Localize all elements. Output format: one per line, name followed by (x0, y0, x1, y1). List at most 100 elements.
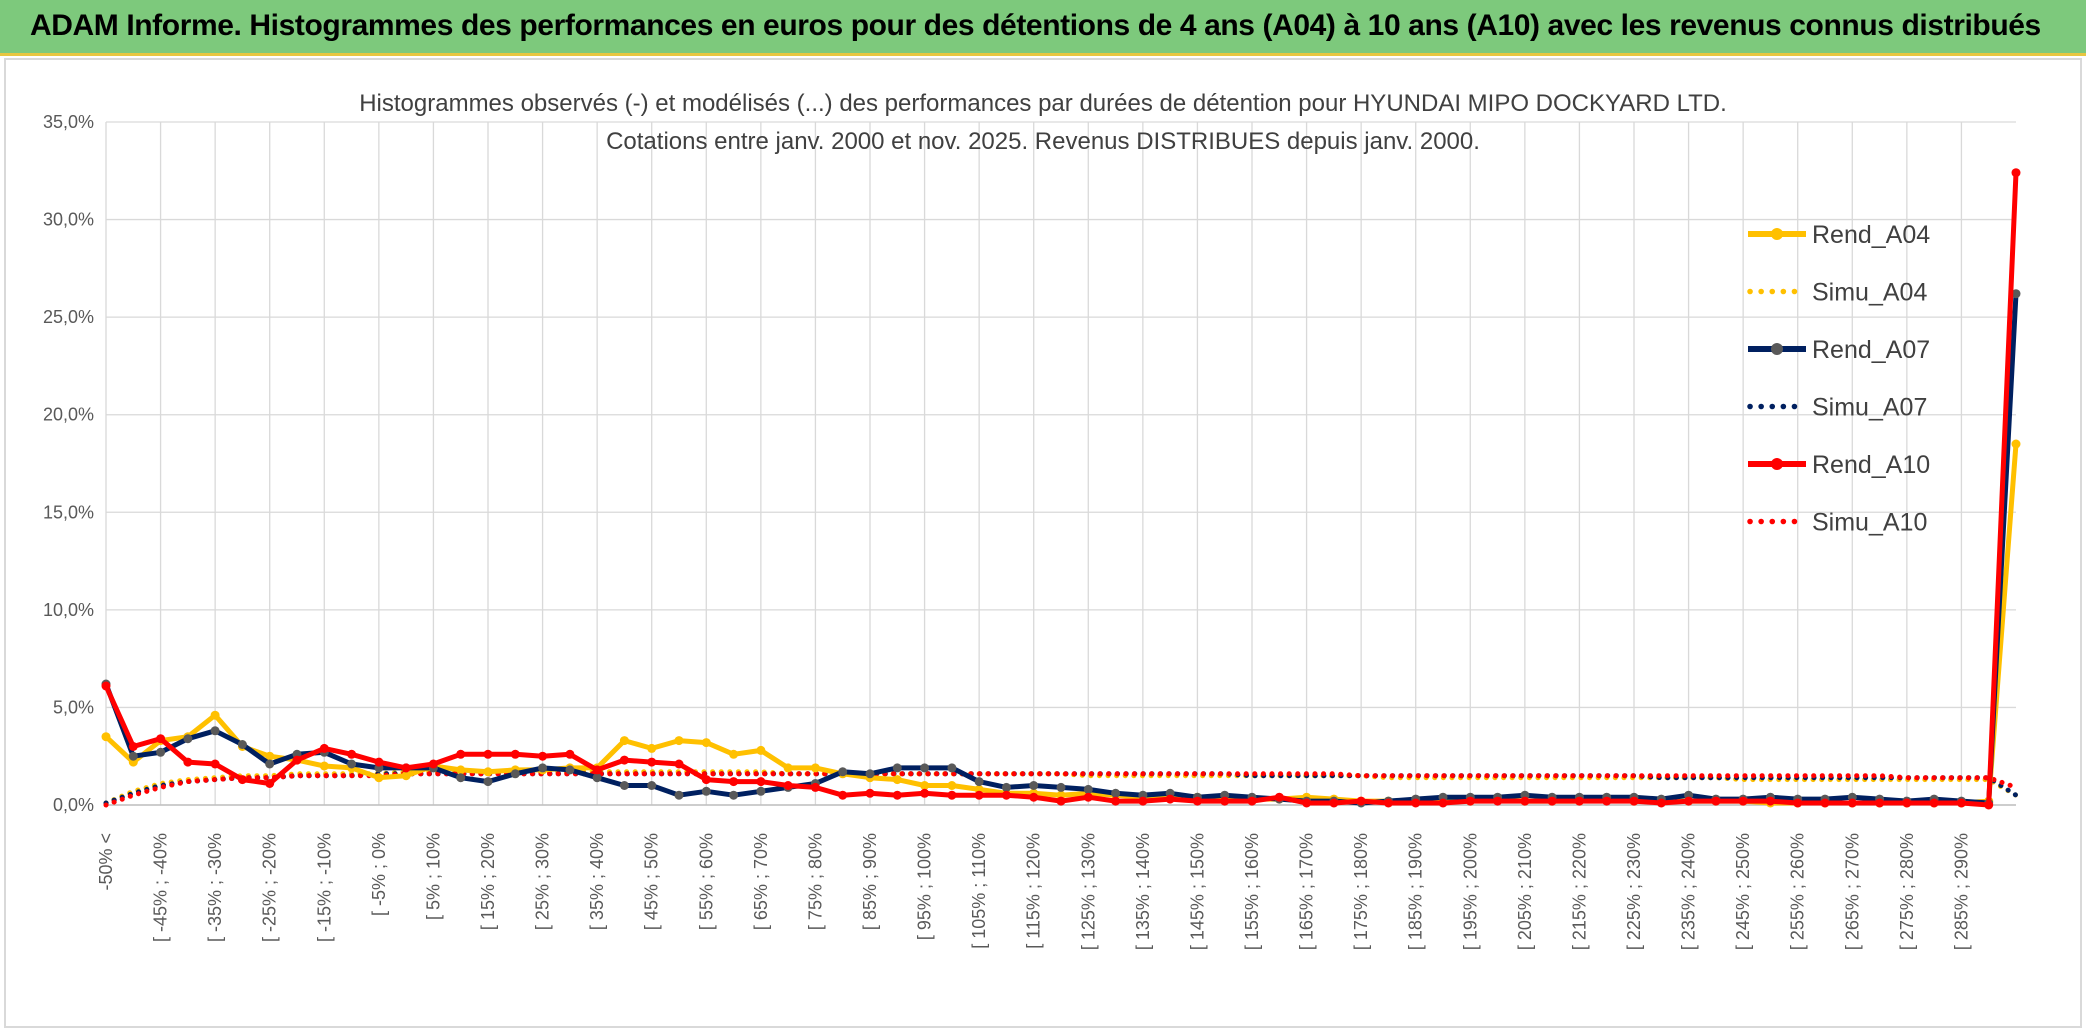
chart-title-line-1: Histogrammes observés (-) et modélisés (… (359, 90, 1727, 117)
x-tick-label: [ 135% ; 140% (1133, 833, 1153, 950)
x-tick-label: [ 5% ; 10% (423, 833, 443, 920)
data-point-rend-a07 (347, 759, 357, 769)
series-layer (101, 168, 2021, 810)
data-point-rend-a10 (1875, 798, 1885, 808)
data-point-rend-a10 (1793, 798, 1803, 808)
data-point-rend-a10 (974, 790, 984, 800)
series-line-rend-a10 (103, 170, 2019, 808)
data-point-rend-a07 (538, 763, 548, 773)
data-point-rend-a10 (674, 759, 684, 769)
data-point-rend-a10 (128, 742, 138, 751)
y-tick-label: 20,0% (43, 405, 94, 425)
series-rend-a07 (101, 289, 2021, 808)
data-point-rend-a10 (1165, 794, 1175, 804)
x-tick-label: [ 55% ; 60% (696, 833, 716, 930)
data-point-rend-a04 (920, 781, 930, 790)
x-axis: -50% < [ -45% ; -40% [ -35% ; -30% [ -25% ;… (96, 804, 2016, 950)
data-point-rend-a04 (729, 749, 739, 759)
x-tick-label: [ 255% ; 260% (1788, 833, 1808, 950)
series-rend-a10 (101, 168, 2021, 810)
y-tick-label: 5,0% (53, 697, 94, 717)
data-point-rend-a10 (1956, 798, 1966, 808)
x-tick-label: [ -25% ; -20% (260, 833, 280, 942)
data-point-rend-a10 (1765, 796, 1775, 806)
data-point-rend-a10 (1574, 796, 1584, 806)
data-point-rend-a10 (920, 788, 930, 798)
data-point-rend-a04 (101, 732, 111, 742)
x-tick-label: [ 215% ; 220% (1569, 833, 1589, 950)
series-line-rend-a07 (103, 291, 2019, 806)
data-point-rend-a10 (210, 759, 220, 769)
data-point-rend-a10 (2011, 168, 2021, 178)
legend-marker (1771, 458, 1783, 470)
data-point-rend-a10 (401, 763, 411, 773)
x-tick-label: [ -35% ; -30% (205, 833, 225, 942)
data-point-rend-a10 (510, 749, 520, 759)
x-tick-label: [ 185% ; 190% (1406, 833, 1426, 950)
data-point-rend-a10 (1602, 796, 1612, 806)
x-tick-label: [ -5% ; 0% (369, 833, 389, 916)
data-point-rend-a04 (401, 771, 411, 781)
data-point-rend-a04 (210, 710, 220, 720)
data-point-rend-a04 (647, 743, 657, 753)
data-point-rend-a07 (510, 769, 520, 779)
data-point-rend-a10 (374, 757, 384, 767)
data-point-rend-a04 (756, 745, 766, 755)
data-point-rend-a10 (1656, 798, 1666, 808)
data-point-rend-a07 (237, 740, 247, 749)
data-point-rend-a07 (265, 759, 275, 769)
data-point-rend-a10 (292, 755, 302, 765)
data-point-rend-a10 (1629, 796, 1639, 806)
x-tick-label: [ 195% ; 200% (1460, 833, 1480, 950)
data-point-rend-a07 (729, 790, 739, 800)
gridlines (105, 121, 2016, 806)
legend-item-rend-a07: Rend_A07 (1748, 336, 1930, 364)
data-point-rend-a10 (1547, 796, 1557, 806)
data-point-rend-a10 (183, 757, 193, 767)
report-title: ADAM Informe. Histogrammes des performan… (30, 9, 2041, 42)
data-point-rend-a04 (265, 751, 275, 761)
data-point-rend-a10 (1929, 798, 1939, 808)
data-point-rend-a10 (1684, 796, 1694, 806)
data-point-rend-a10 (1520, 796, 1530, 806)
x-tick-label: [ 275% ; 280% (1897, 833, 1917, 950)
data-point-rend-a10 (1056, 796, 1066, 806)
x-tick-label: [ 225% ; 230% (1624, 833, 1644, 950)
data-point-rend-a07 (619, 781, 629, 790)
x-tick-label: [ 125% ; 130% (1078, 833, 1098, 950)
x-tick-label: [ 15% ; 20% (478, 833, 498, 930)
x-tick-label: [ 105% ; 110% (969, 833, 989, 949)
data-point-rend-a04 (319, 761, 329, 771)
data-point-rend-a07 (974, 777, 984, 787)
data-point-rend-a07 (1056, 782, 1066, 792)
y-tick-label: 25,0% (43, 307, 94, 327)
data-point-rend-a07 (756, 786, 766, 796)
data-point-rend-a07 (701, 786, 711, 796)
data-point-rend-a07 (1083, 784, 1093, 794)
x-tick-label: [ 115% ; 120% (1024, 833, 1044, 949)
x-tick-label: [ 145% ; 150% (1187, 833, 1207, 950)
x-tick-label: [ 155% ; 160% (1242, 833, 1262, 950)
data-point-rend-a10 (783, 781, 793, 790)
data-point-rend-a10 (865, 788, 875, 798)
x-tick-label: [ 75% ; 80% (805, 833, 825, 930)
data-point-rend-a10 (565, 749, 575, 759)
data-point-rend-a10 (347, 749, 357, 759)
data-point-rend-a10 (592, 765, 602, 775)
data-point-rend-a10 (156, 734, 166, 744)
data-point-rend-a10 (1493, 796, 1503, 806)
legend-label: Simu_A04 (1812, 279, 1927, 307)
data-point-rend-a07 (892, 763, 902, 773)
legend-item-rend-a10: Rend_A10 (1748, 451, 1930, 479)
x-tick-label: [ 45% ; 50% (642, 833, 662, 930)
data-point-rend-a07 (565, 765, 575, 775)
data-point-rend-a07 (838, 767, 848, 777)
data-point-rend-a10 (810, 782, 820, 792)
chart-frame: 0,0% 5,0% 10,0% 15,0% 20,0% 25,0% 30,0% 35,0% -… (4, 58, 2082, 1028)
x-tick-label: [ 35% ; 40% (587, 833, 607, 930)
series-line-rend-a04 (103, 441, 2019, 806)
x-tick-label: [ 85% ; 90% (860, 833, 880, 930)
series-rend-a04 (101, 439, 2021, 808)
data-point-rend-a10 (101, 681, 111, 691)
data-point-rend-a10 (1329, 798, 1339, 808)
